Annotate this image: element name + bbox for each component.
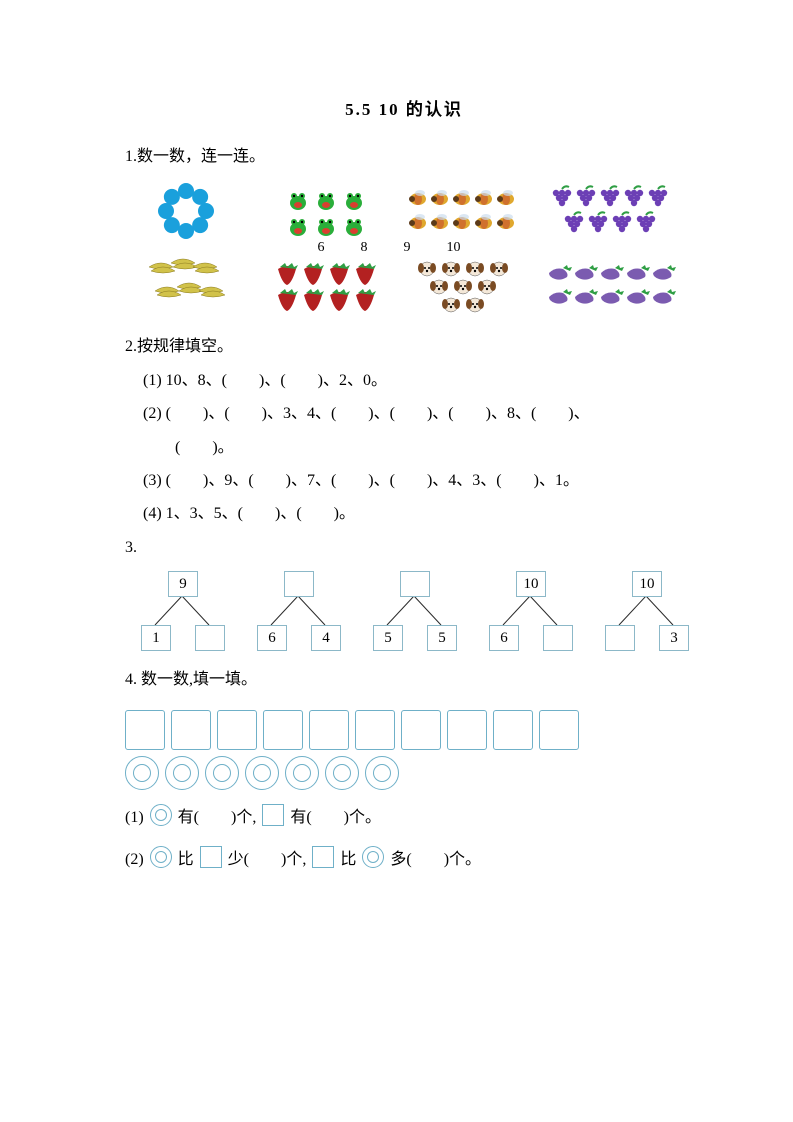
- number-bond: 9 1: [137, 571, 219, 651]
- bond-top: 9: [168, 571, 198, 597]
- dogs-icon: [404, 256, 525, 314]
- bond-left: 6: [257, 625, 287, 651]
- q4-l1-pre: (1): [125, 809, 144, 826]
- bond-left: [605, 625, 635, 651]
- grapes-icon: [543, 182, 683, 240]
- square-shape: [125, 710, 165, 750]
- bond-top: 10: [632, 571, 662, 597]
- bees-icon: [404, 182, 525, 240]
- bond-left: 5: [373, 625, 403, 651]
- square-shape: [401, 710, 441, 750]
- q2-line-3: (3) ( )、9、( )、7、( )、( )、4、3、( )、1。: [143, 466, 683, 496]
- square-shape: [171, 710, 211, 750]
- circle-icon: [150, 846, 172, 868]
- circle-icon: [150, 804, 172, 826]
- q3-prompt: 3.: [125, 533, 683, 563]
- beads-icon: [125, 182, 246, 240]
- number-bond: 10 6: [485, 571, 567, 651]
- square-shape: [309, 710, 349, 750]
- bond-right: [543, 625, 573, 651]
- number-bond: 5 5: [369, 571, 451, 651]
- circle-shape: [165, 756, 199, 790]
- q4-l2-b: 少( )个,: [228, 851, 307, 868]
- circle-shape: [325, 756, 359, 790]
- strawberries-icon: [264, 256, 385, 314]
- q4-prompt: 4. 数一数,填一填。: [125, 665, 683, 695]
- bananas-icon: [125, 256, 246, 314]
- bond-top: [400, 571, 430, 597]
- q2-line-1: (1) 10、8、( )、( )、2、0。: [143, 366, 683, 396]
- q4-l1-a: 有( )个,: [178, 809, 257, 826]
- circle-shape: [285, 756, 319, 790]
- circle-shape: [205, 756, 239, 790]
- number-bond: 6 4: [253, 571, 335, 651]
- q4-l2-a: 比: [178, 851, 198, 868]
- q2-line-4: (4) 1、3、5、( )、( )。: [143, 499, 683, 529]
- q4-l2-c: 比: [340, 851, 360, 868]
- q4-l2-d: 多( )个。: [390, 851, 481, 868]
- bond-right: 4: [311, 625, 341, 651]
- square-shape: [493, 710, 533, 750]
- square-icon: [312, 846, 334, 868]
- bond-top: 10: [516, 571, 546, 597]
- q4-shapes: [125, 710, 683, 790]
- q4-l2-pre: (2): [125, 851, 144, 868]
- num-10: 10: [447, 240, 461, 256]
- q1-numbers: 6 8 9 10: [95, 240, 683, 256]
- bond-right: [195, 625, 225, 651]
- square-shape: [539, 710, 579, 750]
- frogs-icon: [264, 182, 385, 240]
- num-9: 9: [404, 240, 411, 256]
- q2-line-2b: ( )。: [143, 433, 683, 463]
- bond-left: 1: [141, 625, 171, 651]
- num-6: 6: [318, 240, 325, 256]
- number-bond: 10 3: [601, 571, 683, 651]
- q4-line-2: (2) 比 少( )个, 比 多( )个。: [125, 846, 683, 875]
- square-icon: [200, 846, 222, 868]
- bond-right: 3: [659, 625, 689, 651]
- page-title: 5.5 10 的认识: [125, 95, 683, 120]
- circle-shape: [365, 756, 399, 790]
- circle-icon: [362, 846, 384, 868]
- num-8: 8: [361, 240, 368, 256]
- q1-prompt: 1.数一数，连一连。: [125, 142, 683, 172]
- square-icon: [262, 804, 284, 826]
- square-row: [125, 710, 683, 750]
- q2-prompt: 2.按规律填空。: [125, 332, 683, 362]
- bond-left: 6: [489, 625, 519, 651]
- q2-line-2: (2) ( )、( )、3、4、( )、( )、( )、8、( )、: [143, 399, 683, 429]
- square-shape: [355, 710, 395, 750]
- q1-grid: 6 8 9 10: [125, 182, 683, 314]
- square-shape: [447, 710, 487, 750]
- q4-line-1: (1) 有( )个, 有( )个。: [125, 804, 683, 833]
- square-shape: [263, 710, 303, 750]
- bond-right: 5: [427, 625, 457, 651]
- eggplants-icon: [543, 256, 683, 314]
- square-shape: [217, 710, 257, 750]
- q3-bonds: 9 1 6 4 5 5 10 6: [137, 571, 683, 651]
- circle-shape: [245, 756, 279, 790]
- bond-top: [284, 571, 314, 597]
- q4-l1-b: 有( )个。: [290, 809, 381, 826]
- circle-shape: [125, 756, 159, 790]
- circle-row: [125, 756, 683, 790]
